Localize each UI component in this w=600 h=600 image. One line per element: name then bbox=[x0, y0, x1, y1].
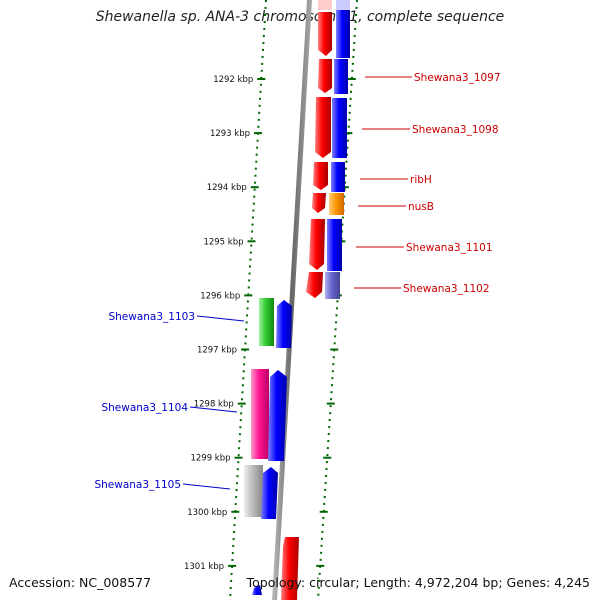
feature-top-faded bbox=[318, 0, 350, 10]
map-title: Shewanella sp. ANA-3 chromosome 1, compl… bbox=[95, 9, 505, 25]
cog-block bbox=[251, 369, 269, 459]
gene-arrow[interactable] bbox=[318, 59, 332, 93]
topology-summary: Topology: circular; Length: 4,972,204 bp… bbox=[246, 575, 590, 590]
gene-label[interactable]: Shewana3_1102 bbox=[403, 283, 490, 295]
ruler-tick-label: 1297 kbp bbox=[197, 346, 237, 356]
callout-line bbox=[196, 315, 245, 322]
gene-arrow[interactable] bbox=[281, 537, 299, 600]
gene-callouts: Shewana3_1097 Shewana3_1098 ribH nusB Shewan… bbox=[94, 72, 500, 491]
cog-block bbox=[332, 98, 347, 158]
gene-arrow[interactable] bbox=[252, 585, 262, 595]
ruler-tick-label: 1299 kbp bbox=[190, 454, 230, 464]
gene-arrow[interactable] bbox=[261, 467, 278, 519]
genome-backbone bbox=[272, 0, 312, 600]
cog-block bbox=[329, 193, 344, 215]
cog-block bbox=[325, 272, 340, 299]
cog-block bbox=[331, 162, 345, 192]
gene-arrow[interactable] bbox=[306, 272, 323, 298]
ruler-tick-label: 1296 kbp bbox=[200, 291, 240, 301]
gene-label[interactable]: Shewana3_1097 bbox=[414, 72, 501, 84]
callout-line bbox=[182, 483, 231, 490]
cog-block bbox=[327, 219, 342, 271]
gene-arrow[interactable] bbox=[318, 12, 332, 56]
accession-text: Accession: NC_008577 bbox=[9, 575, 152, 590]
ruler-tick-label: 1300 kbp bbox=[187, 508, 227, 518]
gene-label[interactable]: Shewana3_1103 bbox=[108, 311, 195, 323]
ruler-tick-label: 1294 kbp bbox=[207, 183, 247, 193]
gene-arrow[interactable] bbox=[276, 300, 292, 348]
cog-block bbox=[336, 10, 350, 58]
cog-block bbox=[244, 465, 263, 517]
ruler-tick-label: 1292 kbp bbox=[213, 75, 253, 85]
cog-block bbox=[334, 59, 348, 94]
cog-block bbox=[259, 298, 274, 346]
gene-arrow[interactable] bbox=[313, 162, 328, 190]
gene-arrow[interactable] bbox=[309, 219, 325, 270]
gene-label[interactable]: ribH bbox=[410, 174, 432, 186]
callout-line bbox=[189, 406, 238, 413]
gene-label[interactable]: nusB bbox=[408, 201, 434, 213]
gene-arrow[interactable] bbox=[315, 97, 331, 158]
gene-label[interactable]: Shewana3_1104 bbox=[101, 402, 188, 414]
ruler-tick-label: 1295 kbp bbox=[203, 237, 243, 247]
gene-arrow[interactable] bbox=[268, 370, 287, 461]
ruler-tick-label: 1293 kbp bbox=[210, 129, 250, 139]
ruler-tick-label: 1301 kbp bbox=[184, 562, 224, 572]
gene-label[interactable]: Shewana3_1098 bbox=[412, 124, 499, 136]
gene-label[interactable]: Shewana3_1101 bbox=[406, 242, 493, 254]
gene-arrow[interactable] bbox=[312, 193, 326, 213]
gene-label[interactable]: Shewana3_1105 bbox=[94, 479, 181, 491]
ruler-tick-label: 1298 kbp bbox=[194, 400, 234, 410]
